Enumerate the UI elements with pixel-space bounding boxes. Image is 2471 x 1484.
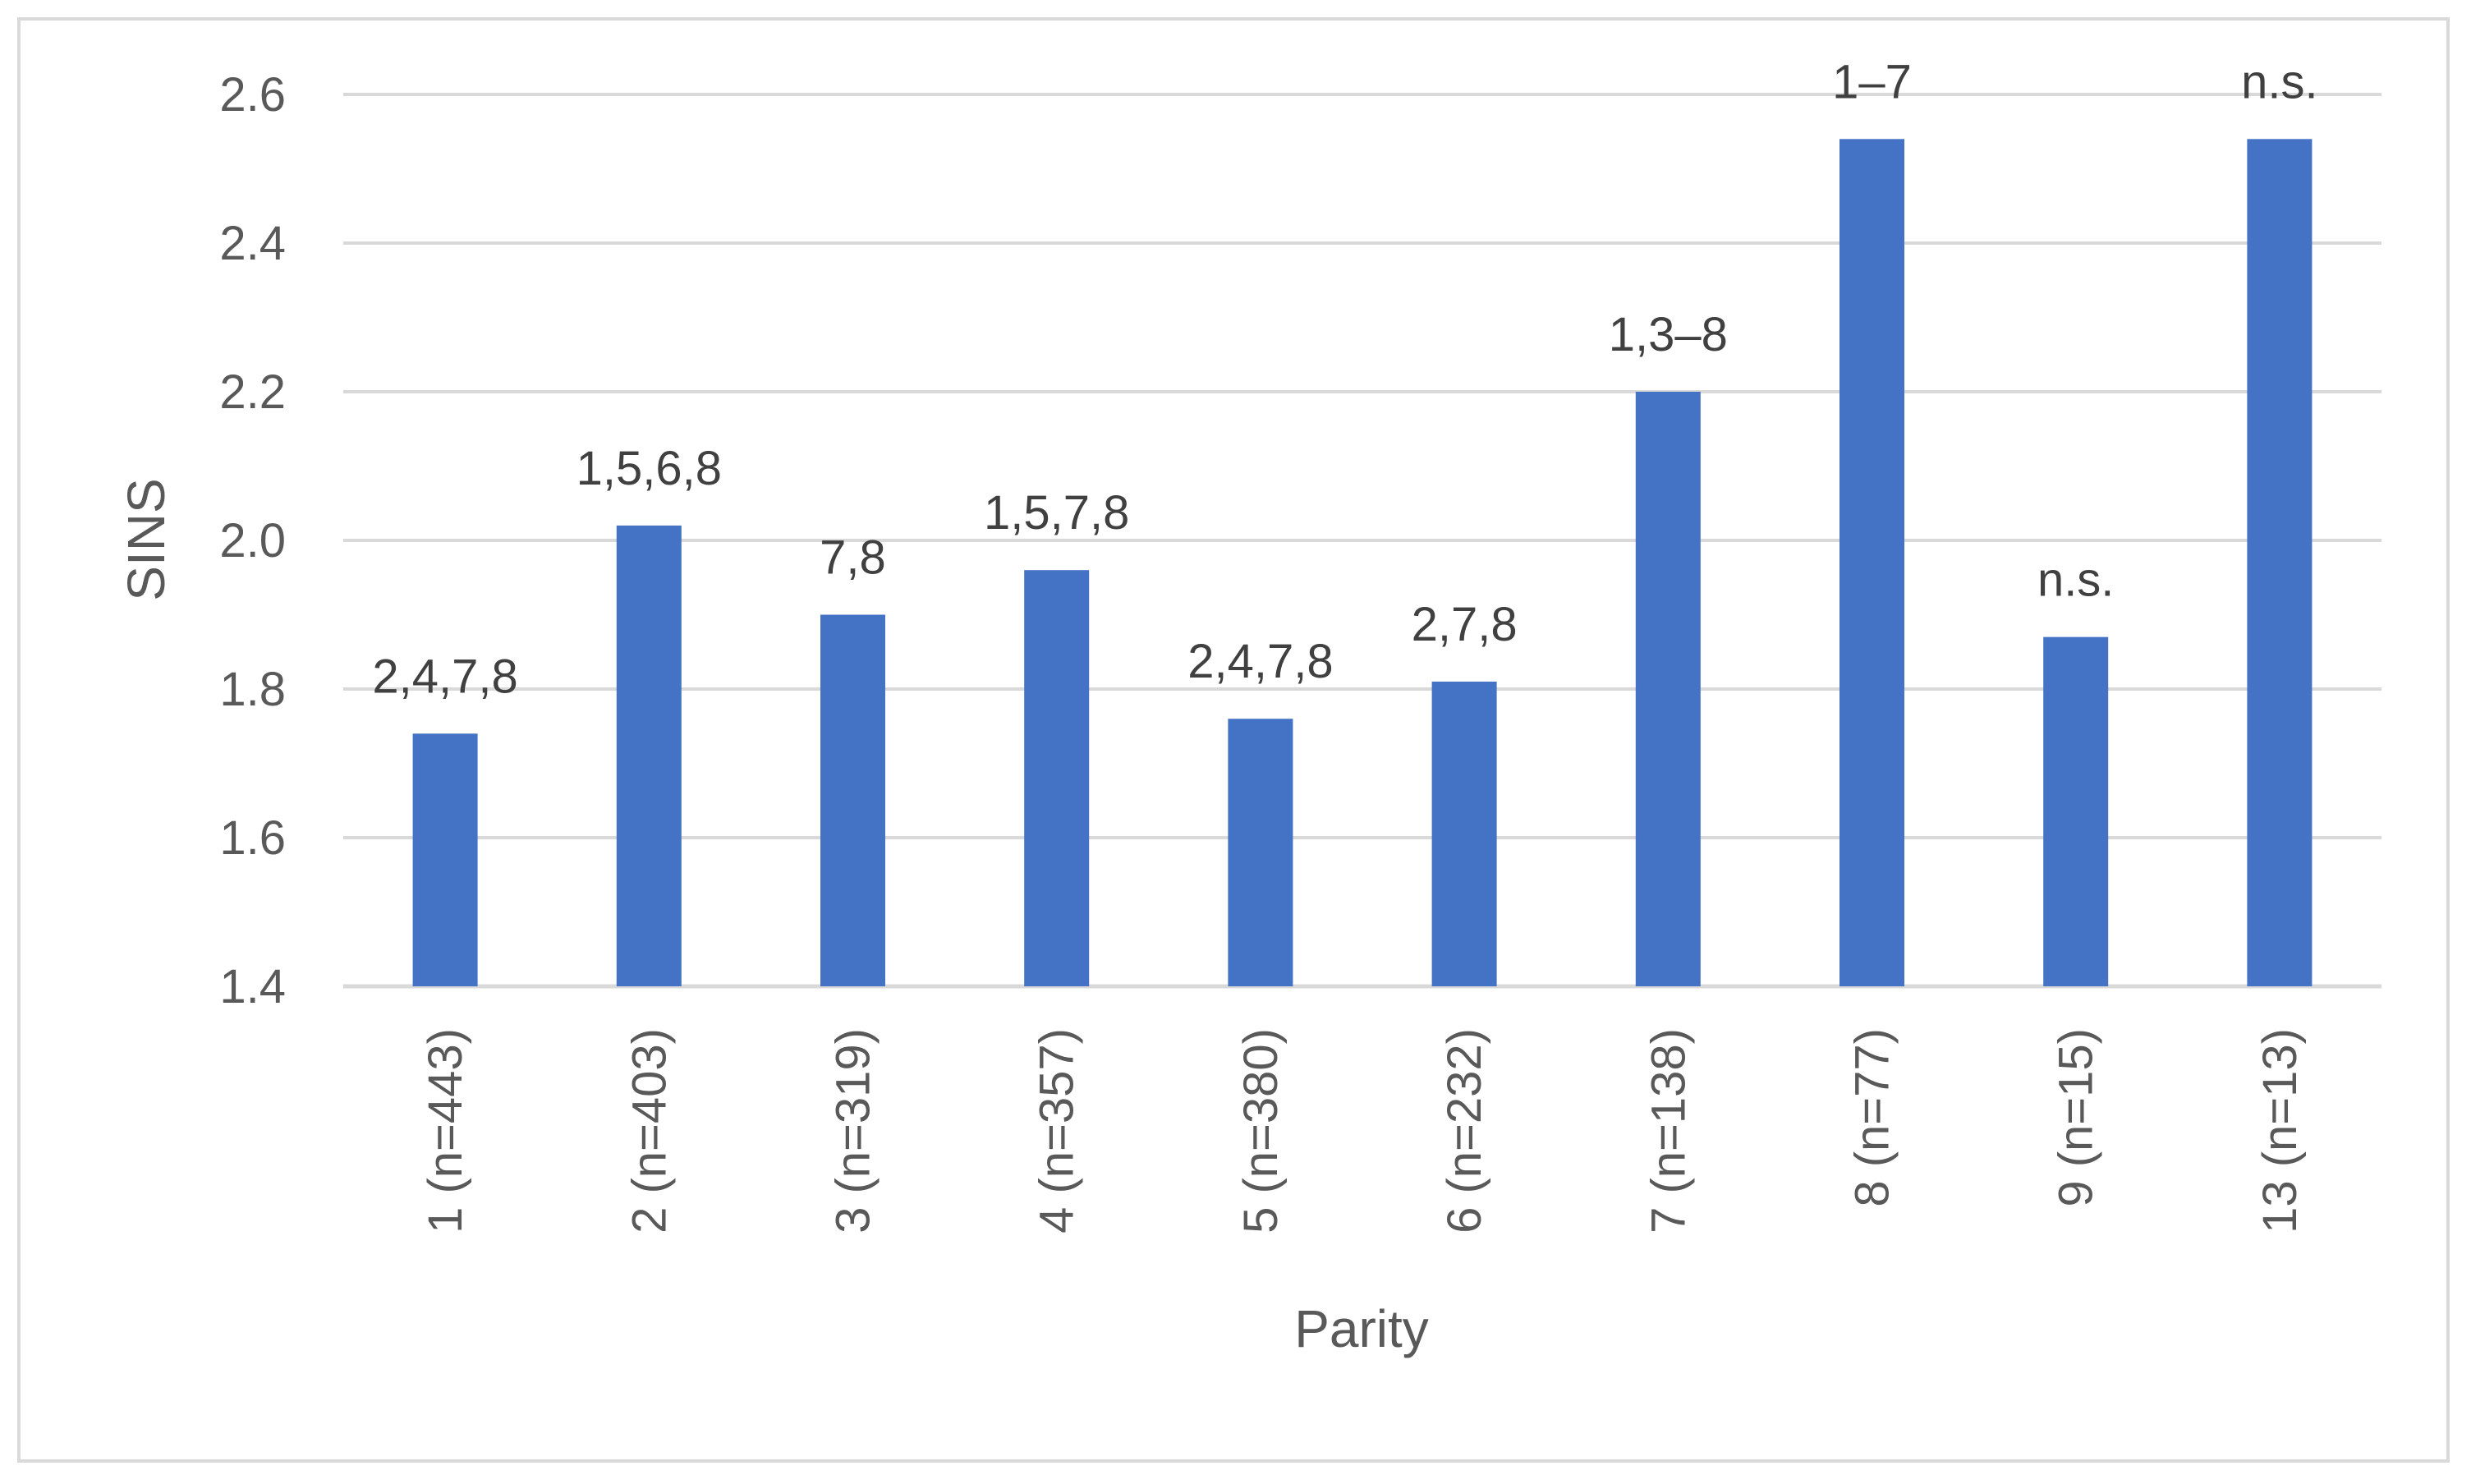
bar-data-label: 2,4,7,8 [1187,635,1333,688]
bar [820,614,885,986]
y-tick-label: 2.6 [219,68,286,122]
x-tick-label: 9 (n=15) [2050,1028,2103,1207]
data-labels: 2,4,7,8 1,5,6,8 7,8 1,5,7,8 2,4,7,8 2,7,8 1,3–… [372,55,2317,703]
bar [1228,719,1293,986]
y-tick-label: 2.0 [219,514,286,567]
x-axis-title: Parity [1294,1299,1429,1358]
y-axis-title: SINS [117,478,176,600]
gridlines [343,93,2381,989]
x-tick-label: 5 (n=380) [1234,1028,1288,1234]
x-tick-label: 8 (n=77) [1846,1028,1899,1207]
bar-data-label: n.s. [2241,55,2318,108]
bar-data-label: 1–7 [1832,55,1912,108]
bar-data-label: 2,7,8 [1412,598,1518,651]
bar [2043,636,2109,986]
bar-data-label: 1,5,6,8 [576,442,722,495]
y-tick-label: 2.4 [219,217,286,270]
bar-data-label: 7,8 [820,531,886,585]
bar [1839,139,1904,986]
bar-data-label: 2,4,7,8 [372,650,517,703]
x-tick-label: 1 (n=443) [419,1028,472,1234]
bar [1024,570,1090,986]
x-tick-label: 6 (n=232) [1438,1028,1491,1234]
x-tick-label: 2 (n=403) [622,1028,676,1234]
y-tick-label: 2.2 [219,365,286,419]
y-tick-label: 1.8 [219,663,286,716]
bar-data-label: 1,5,7,8 [984,486,1129,540]
x-tick-label: 13 (n=13) [2253,1028,2307,1234]
bars [412,139,2313,986]
x-tick-label: 7 (n=138) [1642,1028,1695,1234]
y-tick-label: 1.6 [219,811,286,865]
bar [412,733,478,986]
bar-data-label: 1,3–8 [1609,308,1728,361]
bar-data-label: n.s. [2037,554,2115,607]
y-tick-label: 1.4 [219,960,286,1013]
bar [616,525,682,986]
bar [1431,681,1497,986]
x-tick-label: 3 (n=319) [827,1028,880,1234]
x-axis-tick-labels: 1 (n=443) 2 (n=403) 3 (n=319) 4 (n=357) 5 (n… [419,1028,2307,1234]
x-tick-label: 4 (n=357) [1031,1028,1084,1234]
bar [2247,139,2313,986]
bar [1635,392,1701,986]
y-axis-tick-labels: 1.4 1.6 1.8 2.0 2.2 2.4 2.6 [219,68,286,1013]
